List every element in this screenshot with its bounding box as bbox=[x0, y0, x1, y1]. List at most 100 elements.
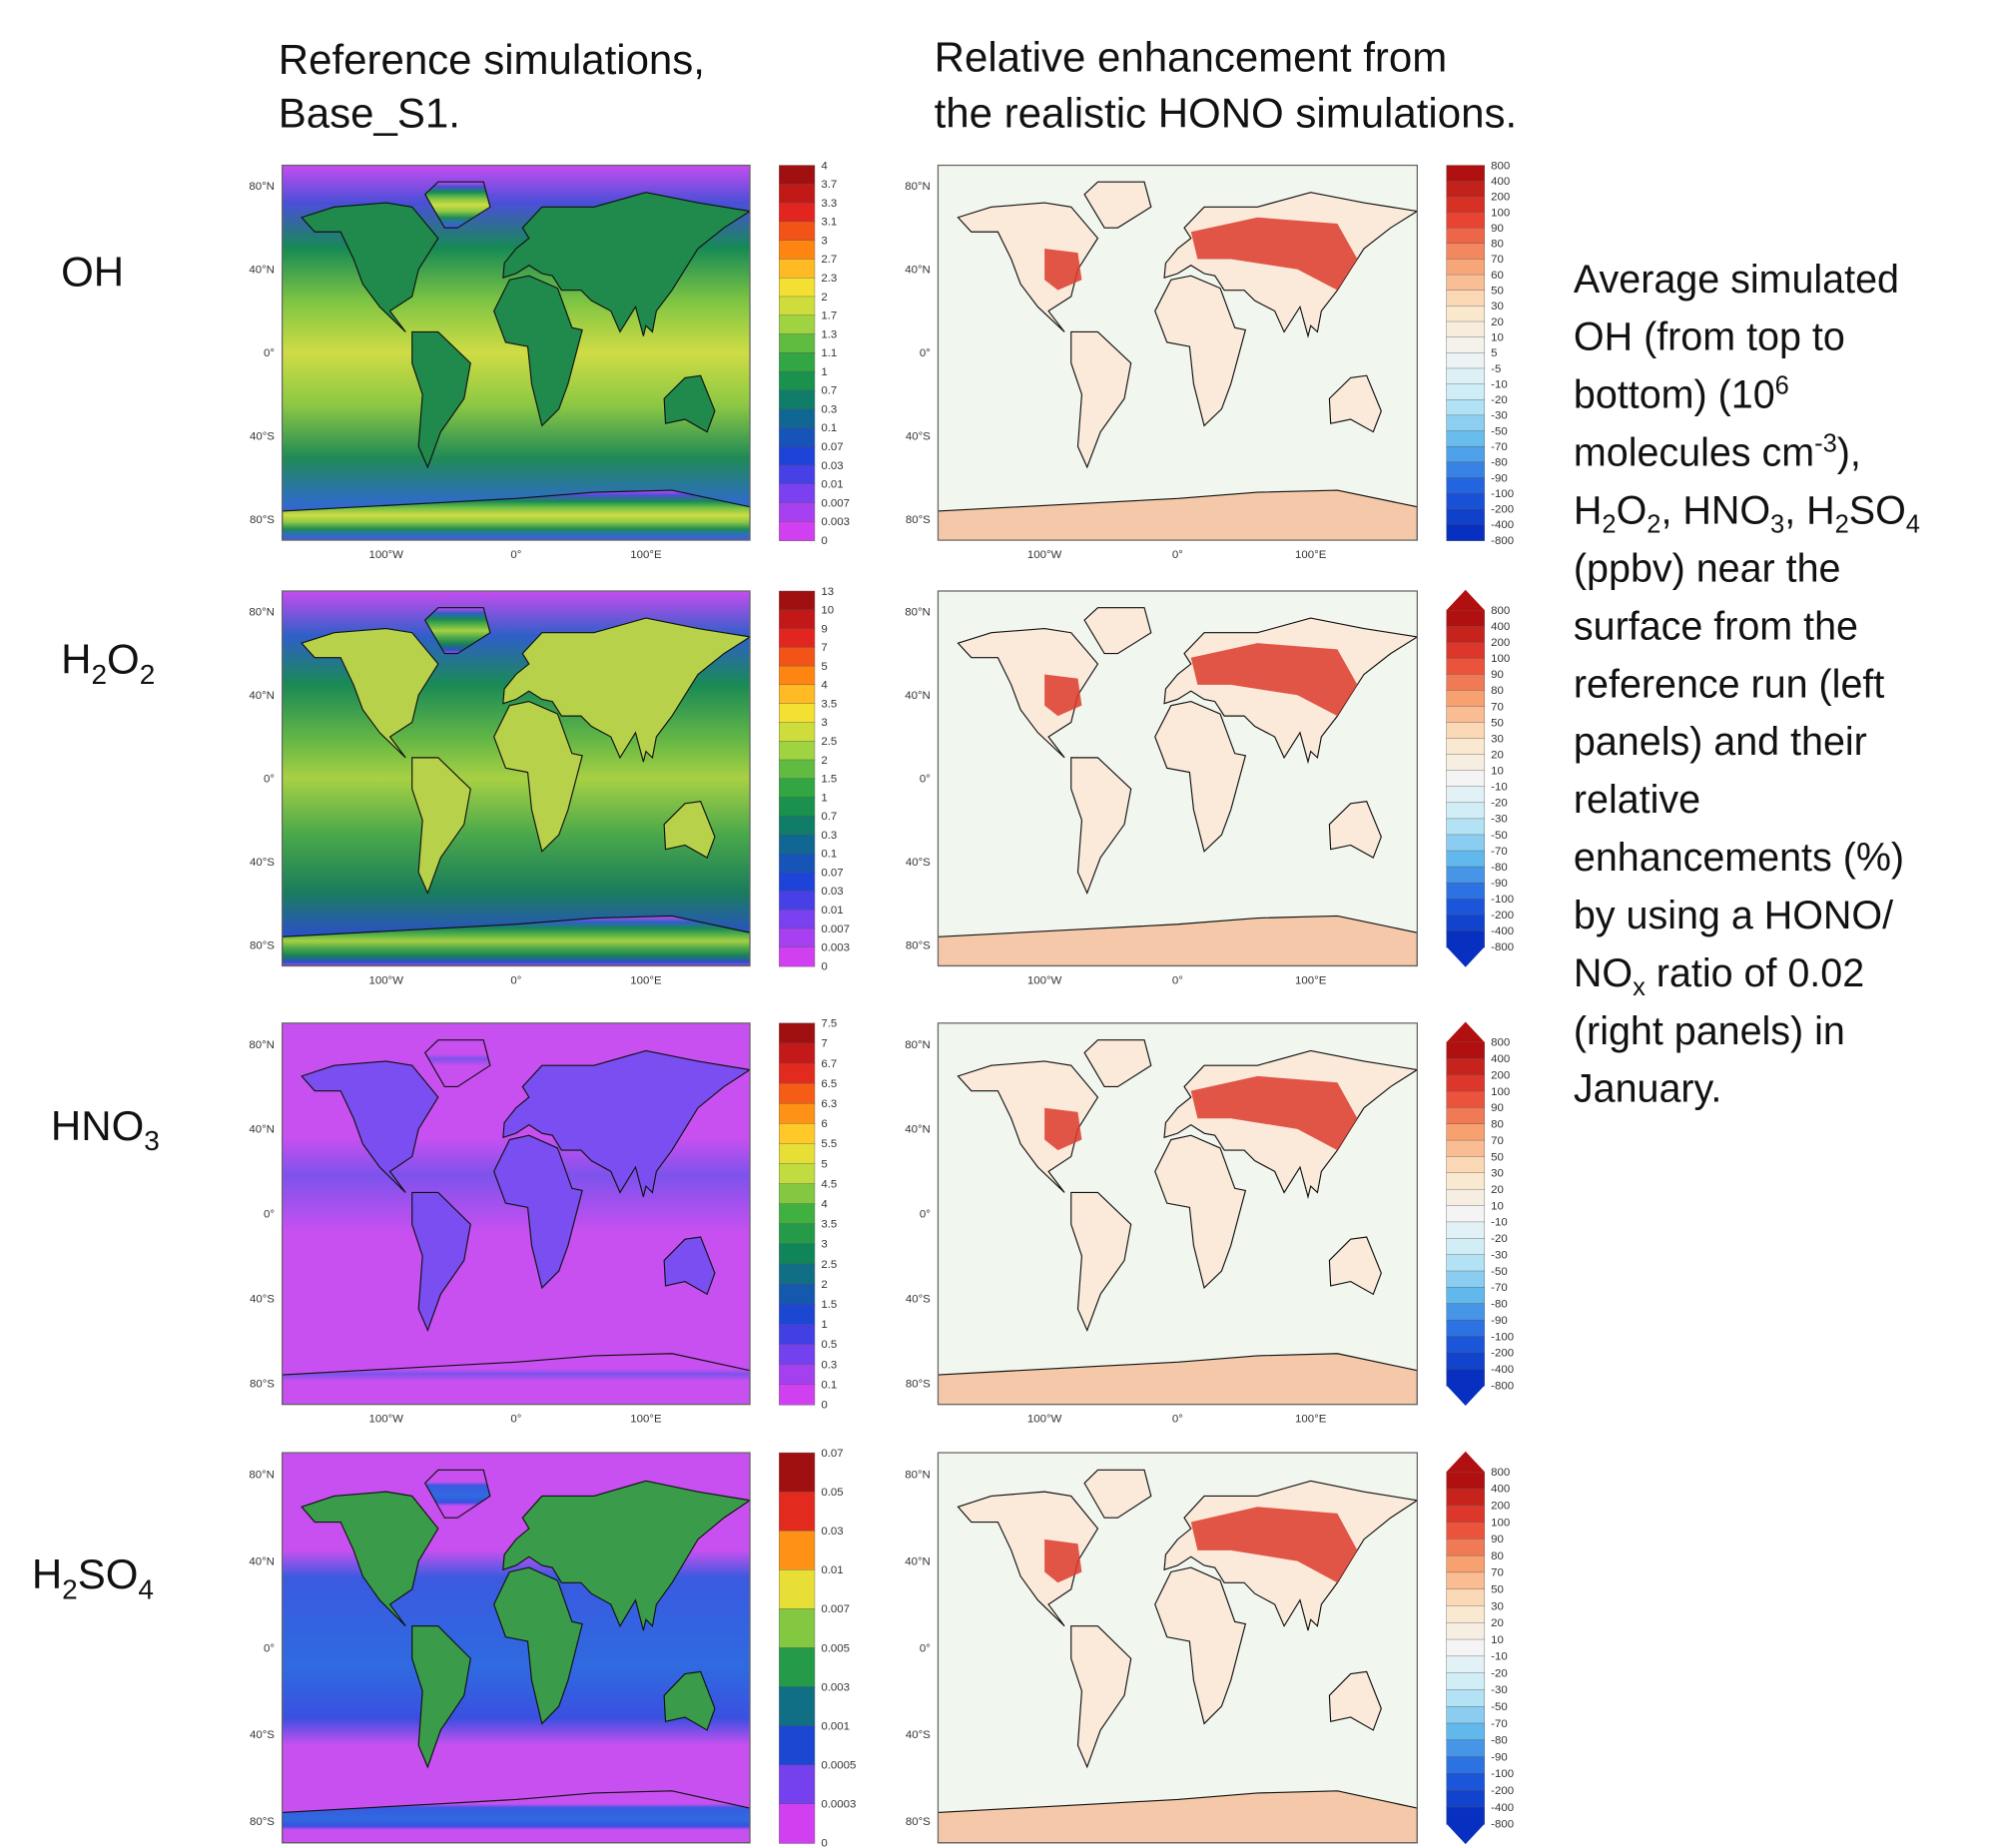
colorbar-swatch bbox=[1446, 674, 1486, 692]
continent bbox=[493, 1566, 583, 1725]
colorbar-label: 0.1 bbox=[821, 849, 837, 861]
colorbar-swatch bbox=[779, 1384, 816, 1406]
row-label: OH bbox=[61, 248, 124, 295]
continent bbox=[502, 1049, 751, 1197]
lon-label: 0° bbox=[1172, 1413, 1183, 1425]
colorbar-arrow bbox=[1446, 946, 1485, 967]
lat-label: 80°N bbox=[905, 607, 931, 619]
row-label: H2O2 bbox=[61, 636, 155, 690]
colorbar-swatch bbox=[1446, 180, 1486, 198]
map bbox=[938, 165, 1418, 541]
colorbar-swatch bbox=[1446, 1188, 1486, 1207]
colorbar-swatch bbox=[779, 521, 816, 541]
colorbar-label: 5 bbox=[1491, 347, 1497, 359]
colorbar-label: 0.01 bbox=[821, 1564, 843, 1576]
colorbar-swatch bbox=[1446, 196, 1486, 214]
colorbar-swatch bbox=[779, 628, 816, 649]
colorbar-label: -90 bbox=[1491, 878, 1508, 890]
subscript: 4 bbox=[138, 1573, 154, 1604]
colorbar-label: -200 bbox=[1491, 1785, 1514, 1797]
colorbar-label: -20 bbox=[1491, 394, 1508, 406]
colorbar-label: -70 bbox=[1491, 846, 1508, 858]
colorbar-label: 0 bbox=[821, 1399, 827, 1411]
colorbar-swatch bbox=[1446, 1722, 1486, 1741]
continent bbox=[1070, 330, 1132, 469]
caption-line: surface from the bbox=[1574, 604, 1858, 648]
colorbar-label: 0.003 bbox=[821, 942, 850, 954]
colorbar-label: -50 bbox=[1491, 1266, 1508, 1278]
colorbar-label: -100 bbox=[1491, 894, 1514, 906]
colorbar-swatch bbox=[1446, 1172, 1486, 1191]
colorbar-label: -100 bbox=[1491, 488, 1514, 500]
colorbar-label: -20 bbox=[1491, 1233, 1508, 1245]
colorbar-label: 3 bbox=[821, 717, 827, 729]
lat-label: 80°S bbox=[250, 1816, 275, 1828]
continent bbox=[1328, 801, 1382, 859]
colorbar-swatch bbox=[779, 1303, 816, 1326]
colorbar-label: 2 bbox=[821, 1279, 827, 1291]
subscript: 2 bbox=[1835, 510, 1849, 538]
row-label-part: O bbox=[107, 636, 140, 683]
enhancement-area bbox=[1044, 1539, 1082, 1583]
row-label: HNO3 bbox=[51, 1102, 160, 1156]
lat-label: 40°N bbox=[905, 1124, 931, 1136]
colorbar-label: 7 bbox=[821, 642, 827, 654]
colorbar-label: 4 bbox=[821, 1199, 828, 1211]
colorbar-swatch bbox=[779, 722, 816, 743]
colorbar-swatch bbox=[1446, 915, 1486, 932]
colorbar-swatch bbox=[779, 1531, 816, 1571]
lon-label: 100°E bbox=[1295, 974, 1327, 986]
colorbar-label: 3.3 bbox=[821, 198, 837, 210]
colorbar-swatch bbox=[779, 1203, 816, 1225]
colorbar-label: 20 bbox=[1491, 316, 1504, 328]
colorbar-label: -800 bbox=[1491, 1380, 1514, 1392]
colorbar-label: 0 bbox=[821, 1838, 827, 1848]
caption-line: panels) and their bbox=[1574, 720, 1867, 764]
lat-label: 80°N bbox=[905, 1470, 931, 1482]
colorbar-label: 200 bbox=[1491, 637, 1510, 649]
lat-label: 40°S bbox=[906, 431, 931, 443]
subscript: 2 bbox=[1602, 510, 1616, 538]
colorbar-label: -5 bbox=[1491, 363, 1501, 375]
colorbar-swatch bbox=[1446, 802, 1486, 820]
colorbar-swatch bbox=[1446, 1319, 1486, 1338]
caption-text: O bbox=[1617, 489, 1648, 533]
colorbar-swatch bbox=[1446, 320, 1486, 338]
colorbar-swatch bbox=[779, 464, 816, 485]
subscript: 4 bbox=[1906, 510, 1920, 538]
caption-text: (ppbv) near the bbox=[1574, 546, 1841, 590]
subscript: 3 bbox=[144, 1125, 160, 1156]
map bbox=[938, 1453, 1418, 1843]
colorbar-label: -10 bbox=[1491, 1651, 1508, 1663]
lat-label: 40°S bbox=[250, 431, 275, 443]
colorbar-swatch bbox=[1446, 1789, 1486, 1808]
colorbar-label: 0.007 bbox=[821, 1603, 850, 1615]
row-label-part: H bbox=[32, 1550, 62, 1597]
colorbar-swatch bbox=[779, 1042, 816, 1064]
continent bbox=[282, 489, 751, 541]
colorbar-label: 60 bbox=[1491, 270, 1504, 282]
caption-text: relative bbox=[1574, 778, 1700, 822]
colorbar-swatch bbox=[1446, 290, 1486, 308]
caption-text: reference run (left bbox=[1574, 662, 1884, 706]
colorbar-arrow bbox=[1446, 1385, 1485, 1406]
continent bbox=[938, 489, 1418, 541]
colorbar-label: 50 bbox=[1491, 717, 1504, 729]
continent bbox=[1083, 1039, 1152, 1088]
colorbar-swatch bbox=[1446, 850, 1486, 868]
colorbar-swatch bbox=[1446, 1655, 1486, 1674]
colorbar-swatch bbox=[1446, 430, 1486, 448]
continent bbox=[1083, 181, 1152, 229]
continent bbox=[502, 617, 751, 763]
colorbar-swatch bbox=[1446, 274, 1486, 292]
colorbar-swatch bbox=[779, 352, 816, 372]
colorbar-label: 50 bbox=[1491, 1584, 1504, 1596]
colorbar-swatch bbox=[1446, 1539, 1486, 1556]
lat-label: 40°N bbox=[905, 1555, 931, 1567]
caption-line: NOx ratio of 0.02 bbox=[1574, 951, 1864, 1001]
colorbar-swatch bbox=[1446, 625, 1486, 644]
colorbar-swatch bbox=[779, 1364, 816, 1386]
colorbar-label: 6.5 bbox=[821, 1078, 837, 1090]
continent bbox=[663, 1236, 716, 1296]
lat-label: 80°N bbox=[249, 1470, 275, 1482]
